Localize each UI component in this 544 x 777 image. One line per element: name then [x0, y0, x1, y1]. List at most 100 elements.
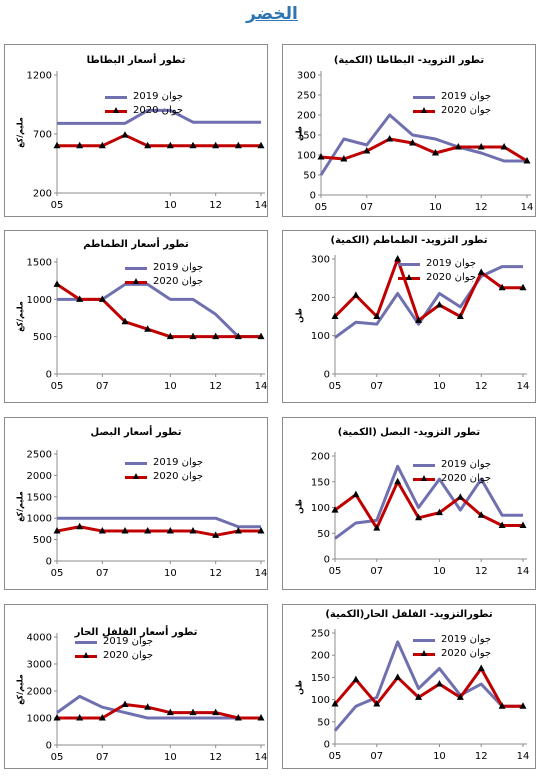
y-tick-label: 0 — [46, 741, 52, 752]
x-tick-label: 12 — [475, 566, 488, 577]
data-point-marker — [340, 155, 348, 162]
series-line-2019 — [57, 282, 261, 339]
data-point-marker — [373, 524, 381, 531]
legend-label: جوان 2019 — [426, 258, 477, 269]
legend-label: جوان 2019 — [441, 459, 492, 470]
y-axis-label: مليم/كغ — [15, 674, 25, 705]
y-tick-label: 200 — [297, 111, 316, 122]
y-tick-label: 100 — [311, 503, 330, 514]
data-point-marker — [98, 141, 106, 149]
y-tick-label: 250 — [297, 91, 316, 102]
chart-panel-onion-price: 0 500 1000 1500 2000 2500 05 07 10 12 14 تطور أسعار… — [4, 417, 268, 590]
series-line-2020 — [56, 525, 261, 537]
y-tick-label: 1000 — [27, 714, 52, 725]
data-point-marker — [212, 708, 220, 716]
legend-swatch — [125, 462, 147, 465]
x-tick-label: 05 — [51, 200, 64, 211]
y-tick-label: 50 — [317, 529, 330, 540]
x-tick-label: 12 — [209, 200, 222, 211]
data-point-marker — [409, 139, 417, 146]
data-point-marker — [212, 531, 220, 538]
data-point-marker — [53, 714, 61, 721]
x-tick-label: 12 — [209, 568, 222, 579]
data-point-marker — [257, 332, 265, 340]
data-point-marker — [456, 493, 464, 500]
y-tick-label: 200 — [311, 293, 330, 304]
data-point-marker — [121, 317, 129, 325]
chart-panel-tomato-price: 0 500 1000 1500 05 07 10 12 14 تطور أسعار الطماطم… — [4, 230, 268, 403]
chart-panel-potato-supply: 0 50 100 150 200 250 300 05 07 10 12 14 تطور التزويد… — [282, 44, 536, 217]
series-line-2020 — [320, 137, 528, 163]
data-point-marker — [189, 332, 197, 340]
y-tick-label: 700 — [33, 130, 52, 141]
legend-label: جوان 2020 — [426, 272, 477, 283]
chart-svg: 0 100 200 300 05 07 10 12 14 — [311, 255, 529, 393]
data-point-marker — [189, 141, 197, 149]
data-point-marker — [500, 143, 508, 150]
y-tick-label: 2000 — [27, 471, 52, 482]
y-axis-label: طن — [294, 307, 304, 323]
data-point-marker — [98, 527, 106, 534]
data-point-marker — [386, 135, 394, 142]
data-point-marker — [415, 693, 423, 700]
data-point-marker — [234, 141, 242, 149]
series-line-2020 — [56, 283, 261, 339]
x-tick-label: 14 — [521, 202, 534, 213]
data-point-marker — [352, 291, 360, 298]
data-point-marker — [76, 522, 84, 530]
data-point-marker — [519, 283, 527, 291]
y-axis-label: مليم/كغ — [15, 301, 25, 332]
data-point-marker — [373, 312, 381, 319]
series-line-2019 — [319, 113, 527, 176]
series-line-2020 — [57, 703, 261, 720]
data-point-marker — [53, 141, 61, 149]
data-point-marker — [189, 708, 197, 716]
x-tick-label: 10 — [429, 202, 442, 213]
data-point-marker — [394, 673, 402, 680]
data-point-marker — [53, 280, 61, 287]
series-line-2020 — [333, 257, 523, 322]
series-line-2020 — [57, 133, 261, 148]
legend-label: جوان 2020 — [153, 471, 204, 482]
legend-marker-icon — [133, 473, 139, 479]
series-line-2019 — [334, 464, 523, 540]
series-line-2019 — [334, 265, 523, 339]
data-point-marker — [352, 675, 360, 683]
data-point-marker — [257, 141, 265, 149]
x-tick-label: 12 — [209, 381, 222, 392]
y-tick-label: 0 — [310, 191, 316, 202]
x-tick-label: 05 — [51, 568, 64, 579]
data-point-marker — [331, 700, 339, 707]
legend-marker-icon — [83, 652, 89, 658]
data-point-marker — [166, 708, 174, 716]
data-point-marker — [435, 508, 443, 516]
data-point-marker — [189, 527, 197, 534]
x-tick-label: 10 — [433, 566, 446, 577]
data-point-marker — [144, 141, 152, 149]
x-tick-label: 12 — [209, 752, 222, 763]
x-tick-label: 07 — [96, 381, 109, 392]
data-point-marker — [435, 301, 443, 308]
chart-panel-pepper-price: 0 1000 2000 3000 4000 05 07 10 12 14 تطور أسعار ال… — [4, 604, 268, 769]
chart-title: تطور التزويد- الطماطم (الكمية) — [330, 235, 488, 246]
x-tick-label: 05 — [329, 381, 342, 392]
data-point-marker — [431, 149, 439, 156]
y-tick-label: 3000 — [27, 660, 52, 671]
y-tick-label: 1000 — [27, 514, 52, 525]
data-point-marker — [331, 506, 339, 513]
y-tick-label: 100 — [297, 151, 316, 162]
x-tick-label: 10 — [164, 752, 177, 763]
data-point-marker — [144, 325, 152, 332]
y-tick-label: 200 — [33, 189, 52, 200]
y-tick-label: 1200 — [27, 71, 52, 82]
legend-swatch — [398, 263, 420, 266]
data-point-marker — [98, 714, 106, 721]
x-tick-label: 12 — [475, 202, 488, 213]
legend-marker-icon — [133, 278, 139, 284]
series-line-2019 — [333, 640, 523, 732]
x-tick-label: 05 — [329, 566, 342, 577]
data-point-marker — [477, 511, 485, 518]
chart-svg: 0 500 1000 1500 2000 2500 05 07 10 12 14 — [27, 450, 268, 580]
legend-swatch — [413, 639, 435, 642]
legend-swatch — [75, 641, 97, 644]
